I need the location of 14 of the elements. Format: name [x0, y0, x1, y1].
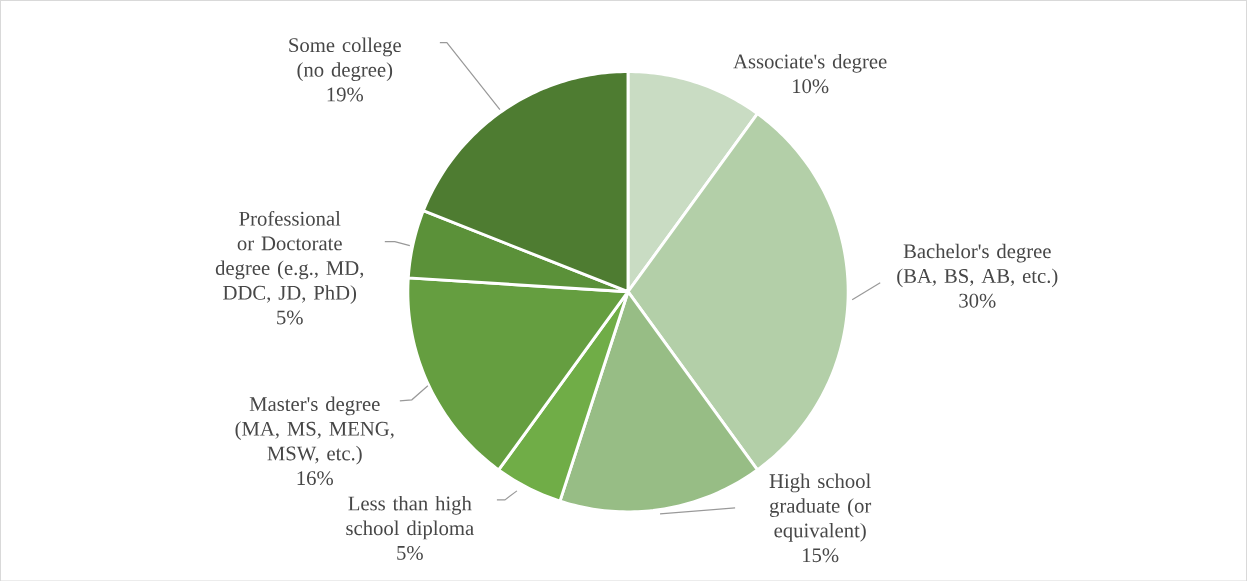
data-label: 5%: [277, 310, 303, 325]
slice-label: High school graduate (or equivalent): [769, 473, 872, 542]
slice-label: Less than high school diploma: [346, 495, 474, 540]
slice-label: Professional or Doctorate degree (e.g., MD, DDC, JD, PhD): [215, 210, 364, 304]
slice-label: Associate's degree: [733, 53, 887, 73]
data-label: 30%: [959, 293, 996, 308]
slice-label: Master's degree (MA, MS, MENG, MSW, etc.): [235, 396, 394, 465]
data-label: 15%: [803, 548, 839, 563]
slice-label: Bachelor's degree (BA, BS, AB, etc.): [897, 243, 1058, 287]
data-label: 16%: [297, 470, 333, 485]
slice-label: Some college (no degree): [289, 37, 401, 81]
data-label: 5%: [397, 545, 423, 560]
data-label: 10%: [793, 78, 829, 93]
data-label: 19%: [327, 87, 364, 102]
